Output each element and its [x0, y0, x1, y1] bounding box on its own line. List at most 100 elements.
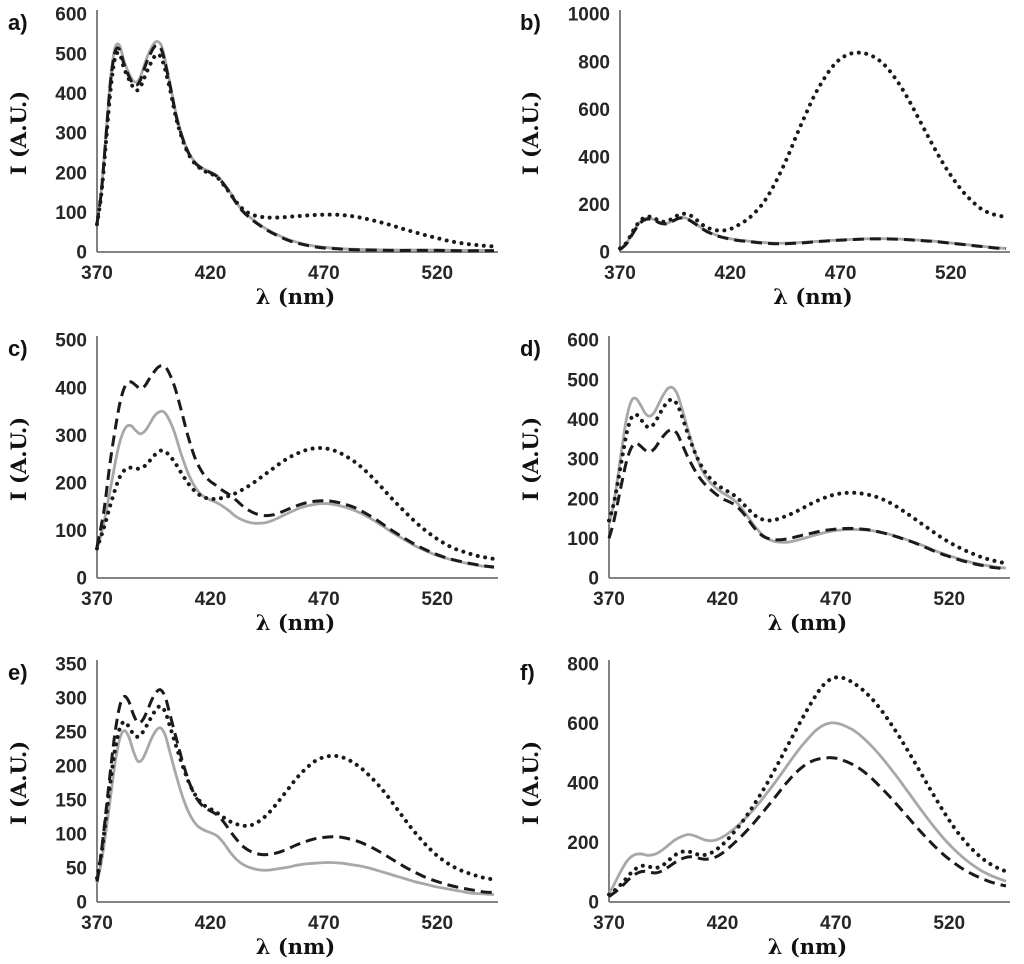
x-tick-label: 370 [604, 263, 636, 284]
x-axis-title: λ (nm) [256, 610, 335, 635]
x-tick-label: 370 [593, 589, 625, 610]
y-tick-label: 150 [55, 791, 87, 812]
y-tick-label: 200 [578, 195, 610, 216]
x-tick-label: 470 [825, 263, 857, 284]
panel-e: 0 50 100 150 200 250 300 350 370 420 470 520 λ (nm) I… [0, 640, 512, 964]
y-axis-title: I (A.U.) [518, 741, 543, 825]
chart-e: 0 50 100 150 200 250 300 350 370 420 470 520 λ (nm) I… [6, 655, 498, 959]
x-tick-label: 520 [935, 263, 967, 284]
x-axis-title: λ (nm) [256, 934, 335, 959]
series-solid-gray [95, 409, 495, 569]
x-tick-label: 370 [81, 589, 113, 610]
y-tick-label: 200 [55, 163, 87, 184]
series-solid-gray [95, 39, 494, 252]
y-tick-label: 1000 [568, 5, 610, 26]
y-tick-label: 400 [567, 410, 599, 431]
x-tick-label: 520 [421, 913, 453, 934]
y-tick-label: 0 [76, 243, 87, 264]
y-tick-label: 200 [55, 757, 87, 778]
chart-f: 0 200 400 600 800 370 420 470 520 λ (nm) I (A.U.) f… [518, 655, 1010, 959]
panel-label: d) [520, 336, 541, 361]
y-tick-label: 400 [578, 147, 610, 168]
series-dotted-black [95, 50, 496, 249]
panel-label: a) [8, 10, 28, 35]
chart-c: 0 100 200 300 400 500 370 420 470 520 λ (nm) I (A.U… [6, 331, 498, 635]
y-tick-label: 350 [55, 655, 87, 676]
y-tick-label: 600 [567, 714, 599, 735]
y-tick-label: 300 [55, 426, 87, 447]
y-tick-label: 400 [55, 84, 87, 105]
x-tick-label: 370 [81, 913, 113, 934]
y-tick-label: 600 [55, 5, 87, 26]
series-solid-gray [607, 385, 1007, 570]
y-tick-label: 600 [567, 331, 599, 352]
series-dotted-black [618, 50, 1008, 251]
y-tick-label: 0 [588, 569, 599, 590]
y-tick-label: 100 [55, 203, 87, 224]
x-tick-label: 470 [308, 263, 340, 284]
x-tick-label: 470 [820, 913, 852, 934]
x-axis-title: λ (nm) [256, 284, 335, 309]
y-tick-label: 0 [76, 569, 87, 590]
x-axis-title: λ (nm) [773, 284, 852, 309]
y-tick-label: 100 [567, 529, 599, 550]
y-tick-label: 600 [578, 100, 610, 121]
y-axis-title: I (A.U.) [518, 417, 543, 501]
x-tick-label: 420 [707, 589, 739, 610]
x-tick-label: 420 [195, 589, 227, 610]
y-axis-title: I (A.U.) [6, 91, 31, 175]
x-tick-label: 420 [714, 263, 746, 284]
x-tick-label: 520 [421, 589, 453, 610]
chart-d: 0 100 200 300 400 500 600 370 420 470 520 λ (nm) I (… [518, 331, 1010, 635]
series-dotted-black [607, 397, 1008, 566]
x-tick-label: 470 [308, 913, 340, 934]
y-tick-label: 300 [55, 689, 87, 710]
y-tick-label: 250 [55, 723, 87, 744]
y-axis-title: I (A.U.) [518, 91, 543, 175]
series-dotted-black [607, 675, 1008, 897]
chart-b: 0 200 400 600 800 1000 370 420 470 520 λ (nm) I (A.… [518, 5, 1010, 309]
series-dotted-black [95, 446, 496, 561]
panel-label: f) [520, 660, 535, 685]
series-dotted-black [95, 704, 496, 882]
series-dashed-black [95, 688, 495, 894]
y-tick-label: 400 [567, 774, 599, 795]
panel-d: 0 100 200 300 400 500 600 370 420 470 520 λ (nm) I (… [512, 310, 1024, 640]
y-tick-label: 500 [55, 44, 87, 65]
y-tick-label: 100 [55, 825, 87, 846]
x-tick-label: 420 [195, 263, 227, 284]
y-tick-label: 100 [55, 521, 87, 542]
y-tick-label: 0 [76, 893, 87, 914]
panel-c: 0 100 200 300 400 500 370 420 470 520 λ (nm) I (A.U… [0, 310, 512, 640]
series-dashed-black [607, 428, 1007, 571]
panel-b: 0 200 400 600 800 1000 370 420 470 520 λ (nm) I (A.… [512, 0, 1024, 310]
series-dashed-black [95, 364, 495, 569]
x-tick-label: 520 [933, 913, 965, 934]
y-tick-label: 500 [55, 331, 87, 352]
y-tick-label: 300 [567, 450, 599, 471]
x-axis-title: λ (nm) [768, 934, 847, 959]
panel-label: e) [8, 660, 28, 685]
y-tick-label: 200 [55, 473, 87, 494]
y-tick-label: 300 [55, 124, 87, 145]
y-tick-label: 400 [55, 378, 87, 399]
y-tick-label: 500 [567, 370, 599, 391]
y-tick-label: 0 [588, 893, 599, 914]
x-tick-label: 520 [933, 589, 965, 610]
y-tick-label: 0 [599, 243, 610, 264]
series-dashed-black [618, 216, 1007, 251]
x-tick-label: 420 [195, 913, 227, 934]
y-tick-label: 800 [578, 52, 610, 73]
series-dashed-black [608, 756, 1007, 898]
x-tick-label: 470 [820, 589, 852, 610]
x-tick-label: 370 [81, 263, 113, 284]
chart-a: 0 100 200 300 400 500 600 370 420 470 520 λ (nm) I (… [6, 5, 498, 309]
series-dashed-black [95, 43, 494, 253]
y-axis-title: I (A.U.) [6, 417, 31, 501]
y-axis-title: I (A.U.) [6, 741, 31, 825]
series-solid-gray [95, 726, 495, 896]
x-tick-label: 520 [421, 263, 453, 284]
y-tick-label: 200 [567, 833, 599, 854]
x-tick-label: 470 [308, 589, 340, 610]
